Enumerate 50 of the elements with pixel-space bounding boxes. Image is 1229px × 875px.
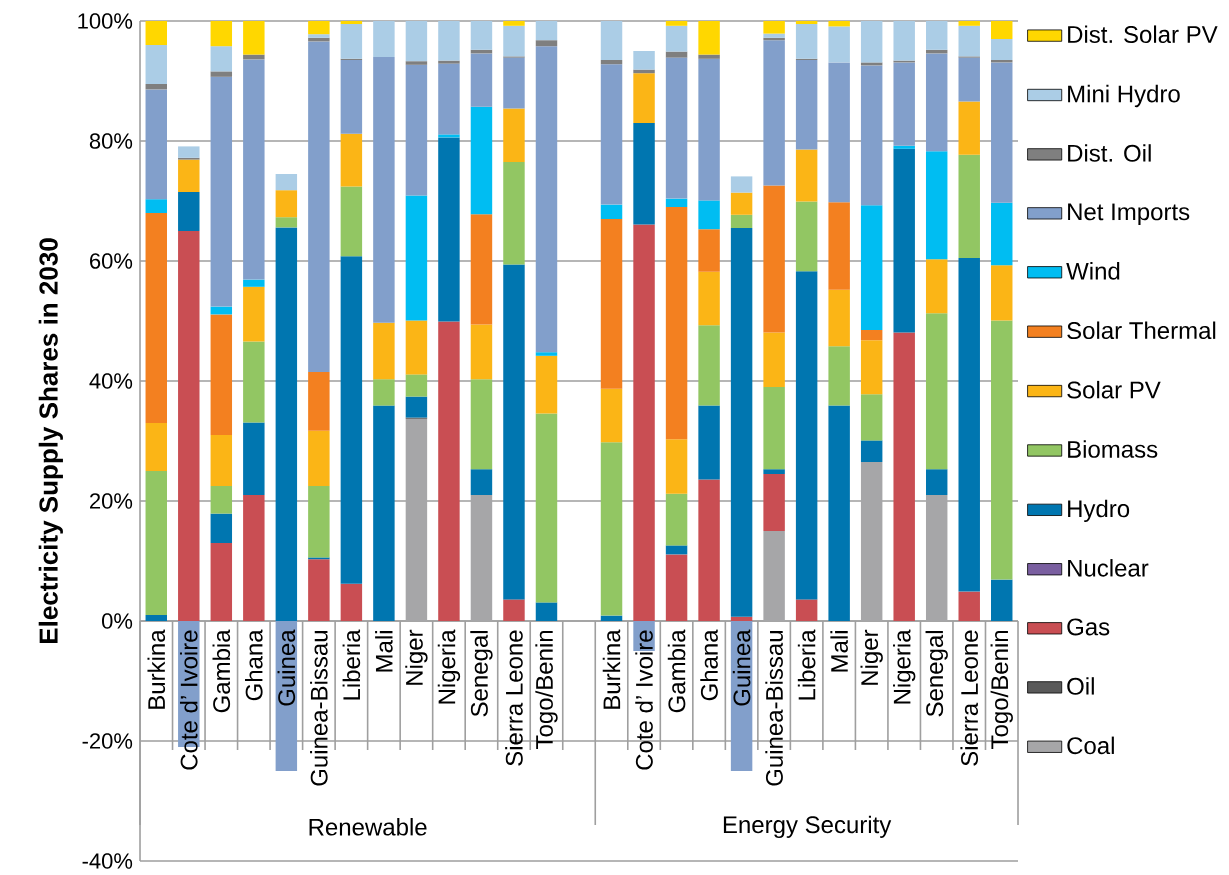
legend-label: Biomass — [1068, 440, 1158, 458]
y-tick-label: 40% — [89, 373, 133, 389]
x-tick-label: Sierra Leone — [960, 630, 979, 766]
y-tick-label: 60% — [90, 253, 133, 269]
x-tick-label: Burkina — [602, 629, 621, 709]
legend-label: Net Imports — [1068, 203, 1190, 226]
x-tick-label: Niger — [860, 629, 883, 685]
x-tick-label: Liberia — [797, 629, 816, 700]
y-tick-label: 20% — [90, 493, 133, 509]
x-tick-label: Gambia — [667, 629, 686, 713]
x-tick-label: Niger — [405, 629, 428, 685]
legend-label: Oil — [1067, 677, 1094, 695]
legend-label: Coal — [1067, 736, 1114, 755]
legend-label: Wind — [1066, 262, 1120, 280]
legend-label: Mini Hydro — [1068, 84, 1180, 108]
legend-label: Solar PV — [1067, 380, 1161, 399]
legend-label: Gas — [1067, 618, 1110, 636]
y-tick-label: -40% — [82, 853, 133, 869]
x-tick-label: Guinea-Bissau — [765, 631, 783, 786]
x-tick-label: Mali — [830, 631, 848, 672]
legend-label: Dist. Oil — [1068, 144, 1151, 162]
x-tick-label: Gambia — [212, 629, 231, 713]
x-tick-label: Guinea — [732, 629, 751, 706]
x-tick-label: Senegal — [925, 631, 948, 717]
y-tick-label: 100% — [78, 13, 133, 29]
x-tick-label: Nigeria — [893, 629, 916, 704]
x-tick-label: Cote d’ Ivoire — [179, 630, 198, 770]
x-tick-label: Guinea-Bissau — [310, 631, 328, 786]
annotation: Renewable — [309, 818, 427, 836]
y-tick-label: 0% — [101, 613, 133, 629]
x-tick-label: Nigeria — [437, 629, 461, 704]
legend-label: Solar Thermal — [1067, 321, 1216, 340]
y-tick-label: 80% — [89, 133, 133, 149]
x-tick-label: Mali — [375, 631, 393, 672]
x-tick-label: Guinea — [277, 629, 296, 706]
x-tick-label: Senegal — [470, 631, 493, 717]
x-tick-label: Sierra Leone — [505, 630, 523, 766]
annotation: Energy Security — [723, 815, 892, 838]
legend-label: Dist. Solar PV — [1068, 25, 1218, 44]
x-tick-label: Ghana — [700, 629, 718, 701]
x-tick-label: Liberia — [342, 629, 361, 700]
x-tick-label: Ghana — [245, 629, 263, 701]
x-tick-label: Togo/Benin — [535, 630, 558, 749]
x-tick-label: Cote d’ Ivoire — [635, 630, 653, 770]
legend-label: Hydro — [1068, 499, 1130, 523]
y-axis-title: Electricity Supply Shares in 2030 — [38, 238, 63, 644]
legend-label: Nuclear — [1068, 559, 1149, 577]
x-tick-label: Burkina — [147, 629, 166, 709]
x-tick-label: Togo/Benin — [990, 630, 1013, 749]
y-tick-label: -20% — [82, 733, 133, 749]
